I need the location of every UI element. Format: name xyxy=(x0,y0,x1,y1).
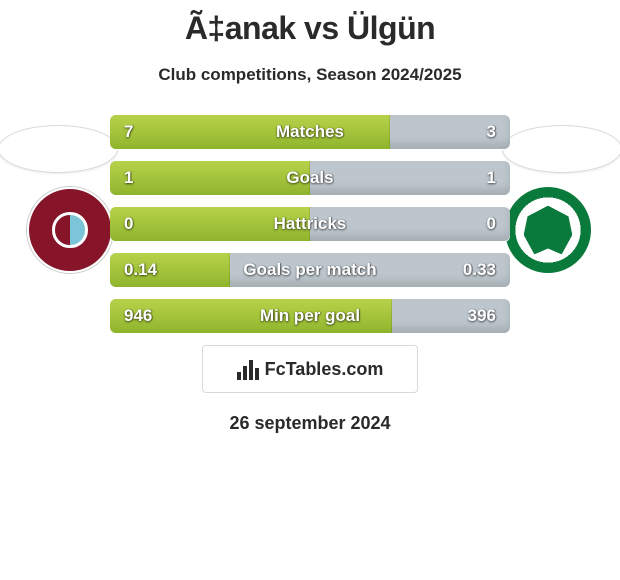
stat-label: Goals xyxy=(110,168,510,188)
stat-row: 946Min per goal396 xyxy=(110,299,510,333)
stat-label: Min per goal xyxy=(110,306,510,326)
brand-box: FcTables.com xyxy=(202,345,418,393)
stat-value-right: 0 xyxy=(487,214,496,234)
stat-row: 7Matches3 xyxy=(110,115,510,149)
stat-value-right: 396 xyxy=(468,306,496,326)
stat-label: Goals per match xyxy=(110,260,510,280)
trabzon-logo-icon xyxy=(52,212,87,247)
stat-row: 1Goals1 xyxy=(110,161,510,195)
stats-bars: 7Matches3 1Goals1 0Hattricks0 0.14Goals per… xyxy=(110,115,510,333)
page-subtitle: Club competitions, Season 2024/2025 xyxy=(0,65,620,85)
player-avatar-left xyxy=(0,125,118,173)
bar-chart-icon xyxy=(237,358,259,380)
konya-eagle-icon xyxy=(524,206,573,255)
club-badge-left xyxy=(27,187,113,273)
stat-row: 0.14Goals per match0.33 xyxy=(110,253,510,287)
player-avatar-right xyxy=(502,125,620,173)
club-badge-right xyxy=(505,187,591,273)
stat-value-right: 1 xyxy=(487,168,496,188)
date-caption: 26 september 2024 xyxy=(0,413,620,434)
brand-text: FcTables.com xyxy=(265,359,384,380)
stat-label: Matches xyxy=(110,122,510,142)
comparison-panel: 7Matches3 1Goals1 0Hattricks0 0.14Goals per… xyxy=(0,115,620,434)
stat-label: Hattricks xyxy=(110,214,510,234)
stat-value-right: 3 xyxy=(487,122,496,142)
page-title: Ã‡anak vs Ülgün xyxy=(0,0,620,47)
stat-row: 0Hattricks0 xyxy=(110,207,510,241)
stat-value-right: 0.33 xyxy=(463,260,496,280)
